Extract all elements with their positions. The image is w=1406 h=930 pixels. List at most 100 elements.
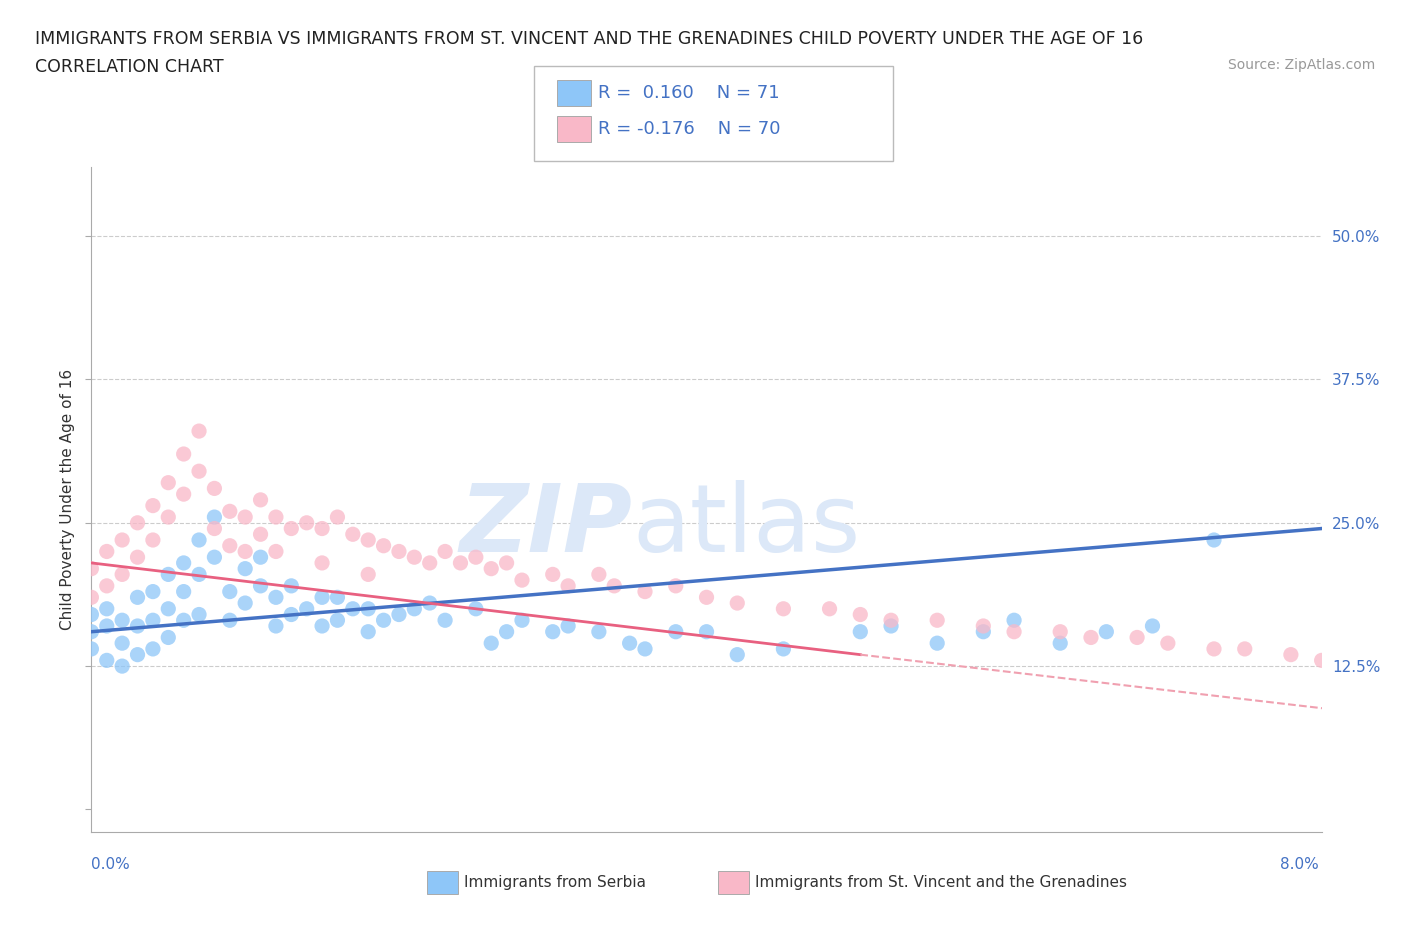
Point bbox=[1157, 636, 1180, 651]
Y-axis label: Child Poverty Under the Age of 16: Child Poverty Under the Age of 16 bbox=[59, 369, 75, 631]
Point bbox=[142, 498, 165, 513]
Point bbox=[419, 595, 441, 610]
Point bbox=[80, 590, 103, 604]
Point bbox=[1279, 647, 1302, 662]
Point bbox=[510, 613, 533, 628]
Point bbox=[127, 515, 149, 530]
Point bbox=[479, 561, 502, 576]
Point bbox=[634, 642, 657, 657]
Point bbox=[202, 550, 225, 565]
Text: CORRELATION CHART: CORRELATION CHART bbox=[35, 58, 224, 75]
Point bbox=[311, 521, 333, 536]
Point bbox=[127, 550, 149, 565]
Point bbox=[249, 550, 271, 565]
Point bbox=[1002, 613, 1025, 628]
Point bbox=[557, 618, 579, 633]
Point bbox=[264, 590, 287, 604]
Point bbox=[665, 624, 688, 639]
Point bbox=[80, 624, 103, 639]
Point bbox=[80, 607, 103, 622]
Point bbox=[695, 624, 717, 639]
Point bbox=[1080, 630, 1102, 644]
Point bbox=[249, 493, 271, 508]
Point bbox=[541, 624, 564, 639]
Text: 8.0%: 8.0% bbox=[1279, 857, 1319, 872]
Point bbox=[188, 567, 211, 582]
Point bbox=[173, 584, 195, 599]
Point bbox=[326, 613, 349, 628]
Point bbox=[342, 602, 364, 617]
Point bbox=[311, 555, 333, 570]
Point bbox=[772, 642, 794, 657]
Point bbox=[725, 595, 748, 610]
Point bbox=[326, 590, 349, 604]
Point bbox=[464, 602, 486, 617]
Point bbox=[927, 613, 949, 628]
Point bbox=[173, 446, 195, 461]
Point bbox=[111, 636, 134, 651]
Point bbox=[157, 602, 180, 617]
Point bbox=[80, 642, 103, 657]
Point bbox=[1233, 642, 1256, 657]
Point bbox=[419, 555, 441, 570]
Point bbox=[404, 602, 426, 617]
Point bbox=[188, 424, 211, 439]
Point bbox=[665, 578, 688, 593]
Point bbox=[326, 510, 349, 525]
Point bbox=[80, 561, 103, 576]
Point bbox=[311, 590, 333, 604]
Point bbox=[280, 578, 302, 593]
Point bbox=[264, 618, 287, 633]
Point bbox=[1049, 624, 1071, 639]
Point bbox=[449, 555, 471, 570]
Point bbox=[1002, 624, 1025, 639]
Point bbox=[173, 555, 195, 570]
Point bbox=[1049, 636, 1071, 651]
Point bbox=[157, 510, 180, 525]
Point bbox=[357, 533, 380, 548]
Point bbox=[127, 647, 149, 662]
Point bbox=[218, 538, 240, 553]
Point bbox=[111, 533, 134, 548]
Point bbox=[233, 595, 256, 610]
Point bbox=[249, 526, 271, 541]
Point bbox=[357, 624, 380, 639]
Point bbox=[173, 486, 195, 501]
Point bbox=[849, 607, 872, 622]
Point bbox=[157, 567, 180, 582]
Point bbox=[1202, 533, 1225, 548]
Point bbox=[619, 636, 641, 651]
Point bbox=[495, 624, 517, 639]
Point bbox=[357, 567, 380, 582]
Point bbox=[1357, 658, 1379, 673]
Point bbox=[479, 636, 502, 651]
Point bbox=[188, 607, 211, 622]
Point bbox=[495, 555, 517, 570]
Point bbox=[849, 624, 872, 639]
Point bbox=[1142, 618, 1164, 633]
Point bbox=[357, 602, 380, 617]
Point bbox=[1095, 624, 1118, 639]
Point bbox=[264, 510, 287, 525]
Text: 0.0%: 0.0% bbox=[91, 857, 131, 872]
Point bbox=[1403, 664, 1406, 679]
Point bbox=[434, 544, 457, 559]
Point bbox=[280, 521, 302, 536]
Point bbox=[1126, 630, 1149, 644]
Point bbox=[342, 526, 364, 541]
Point bbox=[388, 544, 411, 559]
Point bbox=[927, 636, 949, 651]
Point bbox=[218, 613, 240, 628]
Point bbox=[233, 544, 256, 559]
Point bbox=[880, 618, 903, 633]
Point bbox=[972, 618, 994, 633]
Point bbox=[202, 510, 225, 525]
Point bbox=[157, 475, 180, 490]
Text: Source: ZipAtlas.com: Source: ZipAtlas.com bbox=[1227, 58, 1375, 72]
Point bbox=[588, 624, 610, 639]
Point bbox=[1202, 642, 1225, 657]
Point bbox=[373, 538, 395, 553]
Point bbox=[188, 533, 211, 548]
Point bbox=[541, 567, 564, 582]
Point bbox=[1310, 653, 1333, 668]
